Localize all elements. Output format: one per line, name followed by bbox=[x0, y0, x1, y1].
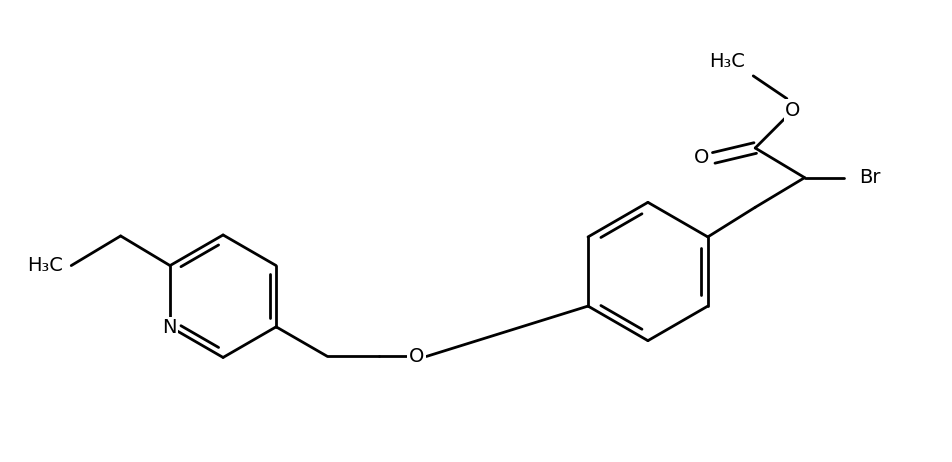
Text: N: N bbox=[162, 318, 176, 337]
Text: O: O bbox=[693, 148, 709, 167]
Text: H₃C: H₃C bbox=[708, 52, 744, 71]
Text: H₃C: H₃C bbox=[28, 256, 63, 275]
Text: O: O bbox=[408, 347, 424, 366]
Text: O: O bbox=[784, 101, 800, 120]
Text: Br: Br bbox=[858, 168, 880, 187]
